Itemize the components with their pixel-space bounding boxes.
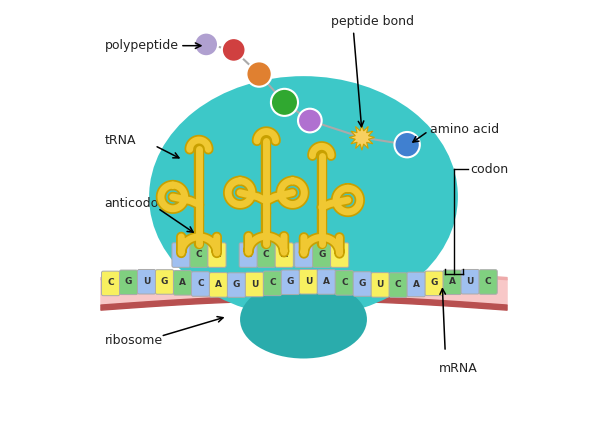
Text: U: U — [143, 277, 151, 286]
FancyBboxPatch shape — [174, 271, 192, 295]
Ellipse shape — [149, 76, 458, 317]
Text: mRNA: mRNA — [439, 362, 478, 374]
Text: C: C — [195, 250, 202, 259]
Circle shape — [246, 61, 272, 87]
FancyBboxPatch shape — [101, 271, 120, 296]
FancyBboxPatch shape — [245, 272, 263, 297]
FancyBboxPatch shape — [335, 271, 353, 295]
Text: U: U — [300, 250, 307, 259]
FancyBboxPatch shape — [190, 243, 208, 267]
Text: polypeptide: polypeptide — [104, 39, 178, 52]
FancyBboxPatch shape — [155, 270, 174, 294]
FancyBboxPatch shape — [228, 273, 246, 297]
FancyBboxPatch shape — [120, 270, 138, 294]
Text: C: C — [269, 278, 276, 288]
FancyBboxPatch shape — [407, 272, 426, 297]
FancyBboxPatch shape — [479, 270, 497, 294]
Text: C: C — [485, 277, 492, 286]
Text: G: G — [430, 278, 438, 288]
Text: U: U — [305, 277, 312, 286]
Text: A: A — [215, 280, 222, 289]
Text: anticodon: anticodon — [104, 198, 167, 210]
FancyBboxPatch shape — [389, 273, 407, 297]
Text: G: G — [359, 279, 366, 288]
FancyBboxPatch shape — [313, 243, 331, 267]
Text: G: G — [232, 280, 240, 289]
Circle shape — [194, 33, 218, 56]
FancyBboxPatch shape — [331, 243, 349, 267]
Polygon shape — [349, 125, 375, 150]
Circle shape — [222, 38, 246, 62]
Text: peptide bond: peptide bond — [331, 15, 414, 27]
Text: G: G — [245, 250, 252, 259]
FancyBboxPatch shape — [275, 243, 293, 267]
FancyBboxPatch shape — [317, 270, 336, 294]
FancyBboxPatch shape — [257, 243, 276, 267]
Text: U: U — [251, 280, 258, 288]
Text: G: G — [125, 277, 132, 286]
FancyBboxPatch shape — [263, 271, 282, 296]
FancyBboxPatch shape — [294, 243, 313, 267]
FancyBboxPatch shape — [443, 270, 461, 294]
Text: C: C — [395, 280, 402, 289]
Circle shape — [395, 132, 420, 157]
FancyBboxPatch shape — [353, 272, 371, 296]
FancyBboxPatch shape — [371, 273, 389, 297]
FancyBboxPatch shape — [239, 243, 257, 267]
FancyBboxPatch shape — [281, 270, 299, 294]
Text: C: C — [107, 278, 114, 288]
FancyBboxPatch shape — [208, 243, 226, 267]
Text: codon: codon — [470, 163, 509, 176]
FancyBboxPatch shape — [461, 269, 480, 294]
Text: tRNA: tRNA — [104, 134, 136, 147]
Text: A: A — [449, 277, 456, 286]
Ellipse shape — [240, 280, 367, 359]
Text: C: C — [263, 250, 270, 259]
Text: U: U — [466, 277, 474, 286]
Text: amino acid: amino acid — [430, 123, 500, 135]
Text: A: A — [281, 250, 288, 259]
FancyBboxPatch shape — [172, 243, 190, 267]
FancyBboxPatch shape — [137, 269, 155, 294]
Text: ribosome: ribosome — [104, 334, 163, 347]
Text: G: G — [161, 277, 168, 286]
Text: C: C — [336, 250, 343, 259]
FancyBboxPatch shape — [191, 272, 209, 296]
Text: A: A — [323, 277, 330, 286]
Circle shape — [271, 89, 298, 116]
Text: A: A — [413, 280, 419, 288]
Text: A: A — [179, 278, 186, 287]
Text: A: A — [214, 250, 220, 259]
Text: C: C — [341, 278, 348, 287]
Text: G: G — [287, 277, 294, 286]
Text: U: U — [177, 250, 185, 259]
FancyBboxPatch shape — [209, 272, 228, 297]
Circle shape — [298, 109, 322, 132]
Text: U: U — [376, 280, 384, 289]
FancyBboxPatch shape — [425, 271, 443, 296]
Text: C: C — [197, 279, 204, 288]
Text: G: G — [318, 250, 325, 259]
FancyBboxPatch shape — [299, 269, 317, 294]
